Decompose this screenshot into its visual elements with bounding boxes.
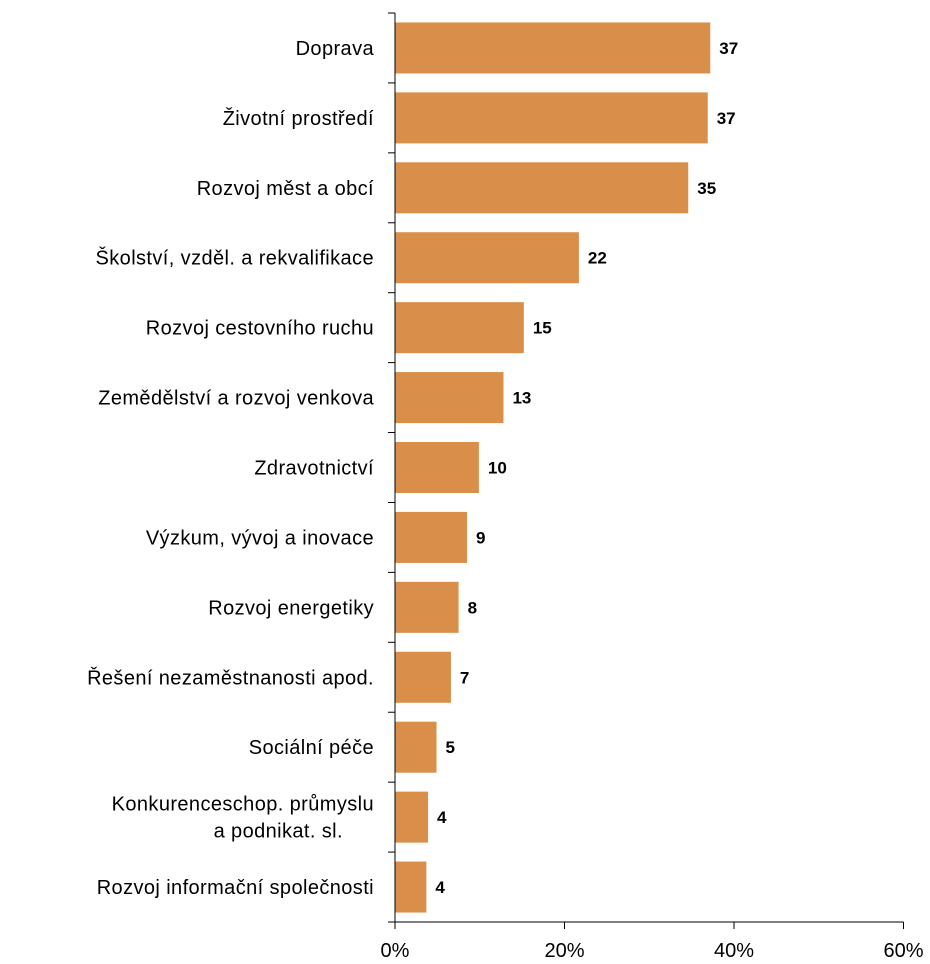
bar bbox=[395, 232, 579, 284]
category-label-line: Zemědělství a rozvoj venkova bbox=[98, 388, 374, 410]
category-label: Doprava bbox=[296, 38, 375, 60]
category-label: Zemědělství a rozvoj venkova bbox=[98, 388, 374, 410]
bar bbox=[395, 651, 451, 703]
bar bbox=[395, 581, 459, 633]
x-tick-label: 20% bbox=[544, 940, 584, 962]
category-label: Zdravotnictví bbox=[254, 458, 374, 480]
bar bbox=[395, 442, 479, 493]
category-label: Životní prostředí bbox=[223, 107, 374, 130]
category-label: Rozvoj cestovního ruchu bbox=[146, 318, 374, 340]
category-label-line: Zdravotnictví bbox=[254, 458, 374, 480]
category-label: Konkurenceschop. průmyslu a podnikat. sl. bbox=[112, 794, 374, 843]
value-label: 13 bbox=[512, 389, 531, 408]
category-label: Sociální péče bbox=[249, 737, 374, 759]
labels-layer: 37 Doprava 37 Životní prostředí 35 Rozvoj měs… bbox=[87, 38, 738, 899]
category-label-line: a podnikat. sl. bbox=[214, 821, 343, 843]
x-tick-label: 0% bbox=[381, 940, 410, 962]
bar bbox=[395, 791, 429, 843]
bar bbox=[395, 162, 689, 214]
value-label: 22 bbox=[588, 249, 607, 268]
value-label: 10 bbox=[488, 459, 507, 478]
axis-layer: 0% 20% 40% 60% bbox=[381, 12, 924, 962]
category-label-line: Řešení nezaměstnanosti apod. bbox=[87, 666, 374, 689]
category-label-line: Rozvoj informační společnosti bbox=[97, 877, 374, 899]
category-label-line: Rozvoj cestovního ruchu bbox=[146, 318, 374, 340]
category-label: Rozvoj měst a obcí bbox=[197, 178, 374, 200]
bar bbox=[395, 861, 427, 913]
value-label: 4 bbox=[437, 808, 447, 827]
category-label-line: Sociální péče bbox=[249, 737, 374, 759]
value-label: 7 bbox=[460, 668, 469, 687]
x-tick-label: 40% bbox=[714, 940, 754, 962]
category-label-line: Doprava bbox=[296, 38, 375, 60]
category-label-line: Životní prostředí bbox=[223, 107, 374, 130]
bar bbox=[395, 92, 708, 144]
bar bbox=[395, 302, 524, 354]
value-label: 37 bbox=[717, 109, 736, 128]
value-label: 5 bbox=[446, 738, 455, 757]
category-label: Rozvoj energetiky bbox=[208, 597, 374, 619]
bar bbox=[395, 721, 437, 773]
value-label: 8 bbox=[468, 598, 477, 617]
category-label: Výzkum, vývoj a inovace bbox=[146, 527, 374, 549]
value-label: 15 bbox=[533, 319, 552, 338]
category-label: Řešení nezaměstnanosti apod. bbox=[87, 666, 374, 689]
category-label: Školství, vzděl. a rekvalifikace bbox=[96, 247, 374, 270]
value-label: 37 bbox=[719, 39, 738, 58]
bar bbox=[395, 22, 711, 74]
bar bbox=[395, 372, 504, 424]
category-label-line: Výzkum, vývoj a inovace bbox=[146, 527, 374, 549]
bars-layer bbox=[395, 22, 711, 913]
category-label-line: Rozvoj energetiky bbox=[208, 597, 374, 619]
value-label: 9 bbox=[476, 528, 485, 547]
category-label: Rozvoj informační společnosti bbox=[97, 877, 374, 899]
category-label-line: Školství, vzděl. a rekvalifikace bbox=[96, 247, 374, 270]
value-label: 35 bbox=[697, 179, 716, 198]
bar bbox=[395, 511, 468, 563]
category-label-line: Konkurenceschop. průmyslu bbox=[112, 794, 374, 816]
x-tick-label: 60% bbox=[883, 940, 923, 962]
category-label-line: Rozvoj měst a obcí bbox=[197, 178, 374, 200]
value-label: 4 bbox=[435, 878, 445, 897]
